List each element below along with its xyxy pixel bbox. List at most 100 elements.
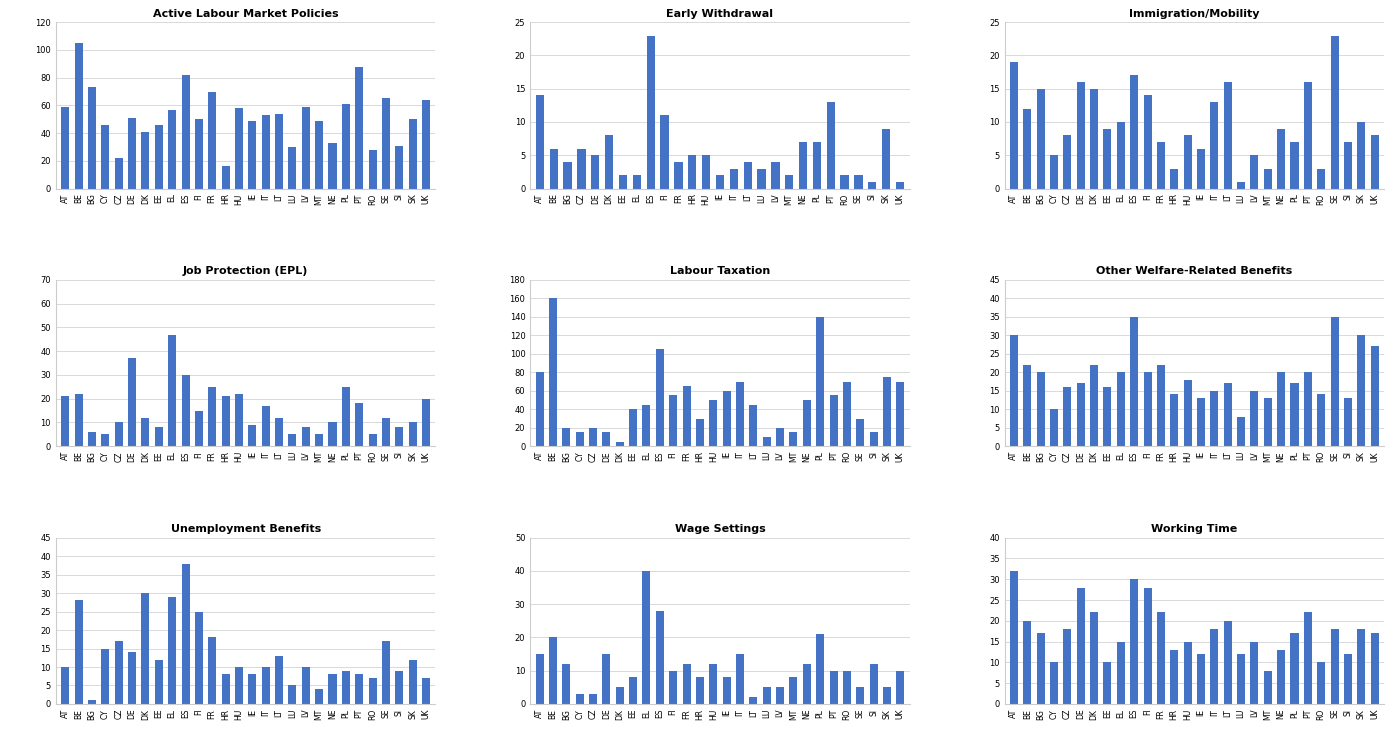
Bar: [1090, 89, 1097, 188]
Bar: [603, 654, 611, 704]
Bar: [1064, 629, 1071, 704]
Bar: [222, 166, 229, 188]
Bar: [369, 434, 376, 446]
Bar: [1050, 409, 1058, 446]
Bar: [798, 142, 807, 188]
Bar: [1023, 365, 1032, 446]
Bar: [1076, 82, 1085, 188]
Bar: [884, 688, 891, 704]
Bar: [535, 654, 544, 704]
Bar: [1317, 662, 1325, 704]
Bar: [249, 121, 256, 188]
Title: Active Labour Market Policies: Active Labour Market Policies: [152, 9, 338, 19]
Bar: [562, 664, 570, 704]
Bar: [562, 428, 570, 446]
Bar: [396, 671, 403, 704]
Bar: [829, 396, 837, 446]
Bar: [355, 403, 363, 446]
Bar: [1264, 168, 1272, 188]
Bar: [396, 428, 403, 446]
Bar: [288, 434, 296, 446]
Bar: [1278, 650, 1285, 704]
Bar: [422, 399, 431, 446]
Bar: [1117, 642, 1125, 704]
Bar: [115, 641, 123, 704]
Bar: [749, 405, 758, 446]
Bar: [763, 688, 770, 704]
Title: Immigration/Mobility: Immigration/Mobility: [1130, 9, 1260, 19]
Bar: [603, 432, 611, 446]
Bar: [235, 667, 243, 704]
Bar: [790, 432, 797, 446]
Bar: [1130, 579, 1138, 704]
Bar: [1170, 394, 1179, 446]
Bar: [355, 67, 363, 188]
Bar: [1250, 642, 1258, 704]
Bar: [643, 571, 650, 704]
Bar: [576, 694, 584, 704]
Bar: [696, 419, 705, 446]
Bar: [1343, 398, 1352, 446]
Bar: [261, 115, 270, 188]
Bar: [1197, 398, 1205, 446]
Bar: [1064, 136, 1071, 188]
Bar: [1290, 383, 1299, 446]
Bar: [1037, 372, 1044, 446]
Bar: [249, 425, 256, 446]
Bar: [194, 119, 203, 188]
Bar: [1103, 662, 1111, 704]
Bar: [1197, 149, 1205, 188]
Bar: [408, 659, 417, 704]
Bar: [101, 124, 109, 188]
Bar: [735, 654, 744, 704]
Bar: [688, 156, 696, 188]
Bar: [315, 121, 323, 188]
Bar: [1144, 96, 1152, 188]
Bar: [382, 418, 390, 446]
Bar: [709, 400, 717, 446]
Bar: [744, 162, 752, 188]
Bar: [802, 400, 811, 446]
Bar: [816, 317, 825, 446]
Bar: [1357, 122, 1366, 188]
Bar: [408, 422, 417, 446]
Title: Job Protection (EPL): Job Protection (EPL): [183, 267, 309, 276]
Bar: [1370, 347, 1378, 446]
Bar: [302, 667, 310, 704]
Bar: [829, 671, 837, 704]
Bar: [382, 641, 390, 704]
Bar: [549, 299, 556, 446]
Bar: [535, 372, 544, 446]
Bar: [275, 418, 282, 446]
Bar: [856, 688, 864, 704]
Bar: [1158, 613, 1165, 704]
Bar: [288, 147, 296, 188]
Bar: [1357, 336, 1366, 446]
Bar: [674, 162, 682, 188]
Bar: [670, 671, 677, 704]
Bar: [329, 143, 337, 188]
Bar: [1144, 588, 1152, 704]
Bar: [115, 422, 123, 446]
Bar: [182, 375, 190, 446]
Bar: [763, 437, 770, 446]
Bar: [723, 391, 731, 446]
Bar: [682, 386, 691, 446]
Bar: [396, 145, 403, 188]
Bar: [1103, 129, 1111, 188]
Bar: [1090, 613, 1097, 704]
Bar: [1290, 142, 1299, 188]
Bar: [1037, 634, 1044, 704]
Bar: [802, 664, 811, 704]
Bar: [155, 124, 162, 188]
Bar: [129, 652, 136, 704]
Bar: [302, 428, 310, 446]
Bar: [369, 150, 376, 188]
Bar: [168, 110, 176, 188]
Bar: [343, 387, 350, 446]
Bar: [168, 335, 176, 446]
Bar: [1023, 621, 1032, 704]
Bar: [88, 432, 96, 446]
Bar: [868, 182, 877, 188]
Bar: [656, 349, 664, 446]
